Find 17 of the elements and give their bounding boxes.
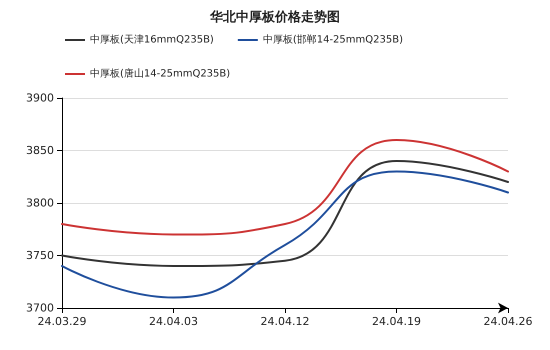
chart-title: 华北中厚板价格走势图: [209, 9, 340, 25]
x-tick-label: 24.04.03: [149, 315, 198, 328]
x-tick-label: 24.04.12: [260, 315, 310, 328]
x-tick-label: 24.04.26: [484, 315, 532, 328]
line-series: [61, 170, 509, 298]
legend-label: 中厚板(唐山14-25mmQ235B): [90, 68, 230, 80]
legend-label: 中厚板(天津16mmQ235B): [90, 34, 214, 46]
y-tick-label: 3750: [26, 249, 54, 262]
y-tick-label: 3800: [26, 196, 54, 210]
line-series: [61, 160, 509, 267]
line-series: [61, 139, 509, 236]
x-tick-label: 24.04.19: [372, 315, 421, 328]
x-tick-label: 24.03.29: [38, 315, 86, 328]
y-tick-label: 3900: [26, 92, 54, 104]
legend-label: 中厚板(邯郸14-25mmQ235B): [262, 34, 404, 46]
y-tick-label: 3700: [26, 302, 54, 314]
y-tick-label: 3850: [26, 144, 54, 157]
